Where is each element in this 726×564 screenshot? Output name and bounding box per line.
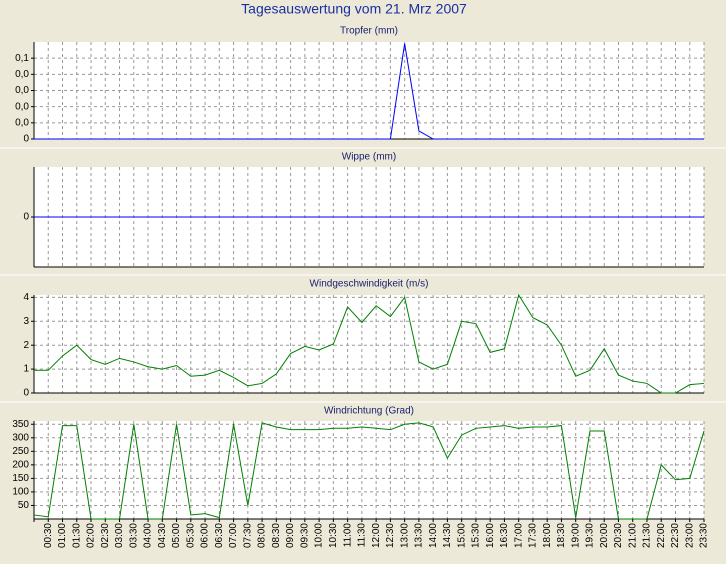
- x-tick-label: 17:00: [513, 523, 524, 548]
- x-tick-label: 23:30: [699, 523, 710, 548]
- x-tick-label: 06:30: [214, 523, 225, 548]
- y-tick-label: 4: [23, 292, 29, 303]
- y-tick-label: 0,0: [15, 117, 29, 128]
- y-tick-label: 0,0: [15, 69, 29, 80]
- y-tick-label: 100: [12, 487, 29, 498]
- plot-area: [34, 421, 704, 519]
- y-tick-label: 200: [12, 459, 29, 470]
- x-tick-label: 04:00: [143, 523, 154, 548]
- x-tick-label: 05:30: [185, 523, 196, 548]
- x-tick-label: 01:00: [57, 523, 68, 548]
- y-tick-label: 0,1: [15, 53, 29, 64]
- x-tick-label: 16:30: [499, 523, 510, 548]
- panel-title: Tropfer (mm): [340, 26, 398, 37]
- line-series: [33, 422, 705, 520]
- x-tick-label: 19:00: [570, 523, 581, 548]
- x-tick-label: 09:00: [285, 523, 296, 548]
- line-series: [34, 43, 704, 140]
- y-tick-label: 0,0: [15, 101, 29, 112]
- x-tick-label: 08:00: [257, 523, 268, 548]
- y-tick-label: 0: [23, 388, 29, 399]
- x-tick-label: 18:30: [556, 523, 567, 548]
- x-tick-label: 11:30: [357, 523, 368, 548]
- y-tick-label: 350: [12, 419, 29, 430]
- x-tick-label: 15:30: [471, 523, 482, 548]
- x-tick-label: 22:30: [670, 523, 681, 548]
- x-tick-label: 10:30: [328, 523, 339, 548]
- y-tick-label: 0: [23, 134, 29, 145]
- x-tick-label: 14:30: [442, 523, 453, 548]
- x-tick-label: 09:30: [299, 523, 310, 548]
- x-tick-label: 11:00: [342, 523, 353, 548]
- panel-title: Wippe (mm): [342, 152, 396, 163]
- y-tick-label: 50: [18, 500, 30, 511]
- y-tick-label: 250: [12, 446, 29, 457]
- x-tick-label: 19:30: [585, 523, 596, 548]
- x-tick-label: 20:30: [613, 523, 624, 548]
- x-tick-label: 18:00: [542, 523, 553, 548]
- x-tick-label: 07:00: [228, 523, 239, 548]
- y-tick-label: 300: [12, 432, 29, 443]
- panel-title: Windgeschwindigkeit (m/s): [310, 279, 429, 290]
- y-tick-label: 3: [23, 316, 29, 327]
- x-tick-label: 02:00: [86, 523, 97, 548]
- x-tick-label: 13:00: [399, 523, 410, 548]
- x-tick-label: 17:30: [528, 523, 539, 548]
- x-tick-label: 02:30: [100, 523, 111, 548]
- x-tick-label: 16:00: [485, 523, 496, 548]
- x-tick-label: 21:30: [642, 523, 653, 548]
- plot-area: [34, 42, 704, 139]
- y-tick-label: 2: [23, 340, 29, 351]
- x-tick-label: 15:00: [456, 523, 467, 548]
- chart-title: Tagesauswertung vom 21. Mrz 2007: [241, 1, 467, 17]
- x-tick-label: 04:30: [157, 523, 168, 548]
- x-tick-label: 10:00: [314, 523, 325, 548]
- x-tick-label: 20:00: [599, 523, 610, 548]
- x-tick-label: 05:00: [171, 523, 182, 548]
- x-tick-label: 14:00: [428, 523, 439, 548]
- y-tick-label: 0,0: [15, 85, 29, 96]
- x-tick-label: 07:30: [242, 523, 253, 548]
- x-tick-label: 22:00: [656, 523, 667, 548]
- line-series: [34, 293, 705, 394]
- x-tick-label: 12:00: [371, 523, 382, 548]
- panel-title: Windrichtung (Grad): [324, 406, 414, 417]
- x-tick-label: 21:00: [627, 523, 638, 548]
- x-tick-label: 00:30: [43, 523, 54, 548]
- x-tick-label: 03:30: [128, 523, 139, 548]
- y-tick-label: 0: [23, 212, 29, 223]
- x-tick-label: 06:00: [200, 523, 211, 548]
- y-tick-label: 1: [23, 364, 29, 375]
- x-tick-label: 08:30: [271, 523, 282, 548]
- x-tick-label: 12:30: [385, 523, 396, 548]
- y-tick-label: 150: [12, 473, 29, 484]
- plot-area: [34, 295, 704, 393]
- x-tick-label: 03:00: [114, 523, 125, 548]
- x-tick-label: 01:30: [71, 523, 82, 548]
- x-tick-label: 23:00: [684, 523, 695, 548]
- x-tick-label: 13:30: [414, 523, 425, 548]
